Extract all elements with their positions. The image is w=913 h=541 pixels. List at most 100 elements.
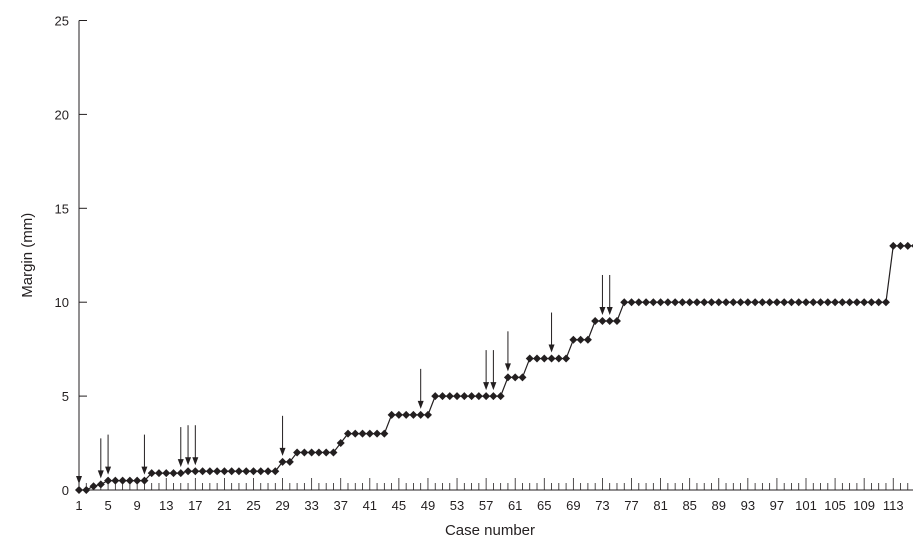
data-point <box>503 373 512 382</box>
data-point <box>874 298 883 307</box>
data-point <box>583 335 592 344</box>
data-point <box>598 316 607 325</box>
data-point <box>867 298 876 307</box>
data-point <box>802 298 810 307</box>
data-point <box>707 298 716 307</box>
annotation-arrow <box>417 368 424 409</box>
x-tick-label: 113 <box>883 498 904 513</box>
arrow-head <box>76 476 82 484</box>
data-point <box>554 354 563 363</box>
x-tick-label: 45 <box>392 498 406 513</box>
data-point <box>140 476 149 485</box>
data-point <box>794 298 803 307</box>
data-point <box>409 410 418 419</box>
x-tick-label: 97 <box>770 498 784 513</box>
data-point <box>547 354 556 363</box>
y-tick-label: 15 <box>55 201 69 216</box>
x-tick-label: 81 <box>653 498 667 513</box>
annotation-arrow <box>279 415 286 456</box>
annotation-arrow <box>483 350 490 391</box>
data-point <box>394 410 403 419</box>
data-point <box>118 476 127 485</box>
data-point <box>387 410 396 419</box>
data-point <box>685 298 694 307</box>
data-point <box>249 467 258 476</box>
data-point <box>198 467 207 476</box>
data-point <box>518 373 527 382</box>
arrow-head <box>279 447 286 456</box>
data-point <box>176 469 185 478</box>
data-point <box>743 298 752 307</box>
data-point <box>467 392 476 401</box>
data-point <box>89 482 98 491</box>
data-point <box>671 298 680 307</box>
data-point <box>402 410 411 419</box>
data-point <box>845 298 854 307</box>
x-tick-label: 101 <box>795 498 817 513</box>
data-point <box>351 429 360 438</box>
data-point <box>860 298 869 307</box>
y-tick-label: 5 <box>62 389 69 404</box>
data-point <box>453 392 462 401</box>
x-tick-label: 29 <box>275 498 289 513</box>
data-point <box>191 467 200 476</box>
data-point <box>489 392 498 401</box>
data-point <box>96 480 105 489</box>
y-tick-label: 25 <box>55 14 69 29</box>
x-tick-label: 49 <box>421 498 435 513</box>
data-point <box>373 429 382 438</box>
data-point <box>722 298 731 307</box>
data-point <box>511 373 520 382</box>
x-tick-label: 109 <box>853 498 875 513</box>
data-point <box>423 410 432 419</box>
data-point <box>816 298 825 307</box>
y-tick-label: 10 <box>55 295 69 310</box>
annotation-arrow <box>177 427 184 468</box>
x-tick-label: 89 <box>712 498 726 513</box>
series-markers <box>75 241 913 494</box>
data-point <box>482 392 491 401</box>
data-point <box>184 467 193 476</box>
data-point <box>831 298 840 307</box>
data-point <box>758 298 767 307</box>
x-tick-label: 9 <box>134 498 141 513</box>
data-point <box>838 298 847 307</box>
x-tick-label: 65 <box>537 498 551 513</box>
arrow-head <box>417 400 424 409</box>
data-point <box>525 354 534 363</box>
x-tick-label: 57 <box>479 498 493 513</box>
arrow-head <box>97 470 104 479</box>
data-point <box>205 467 214 476</box>
arrow-head <box>141 466 148 475</box>
data-point <box>271 467 280 476</box>
data-point <box>314 448 323 457</box>
data-point <box>714 298 723 307</box>
data-point <box>656 298 665 307</box>
x-tick-label: 61 <box>508 498 522 513</box>
data-point <box>133 476 142 485</box>
y-axis-title: Margin (mm) <box>19 213 36 298</box>
data-point <box>111 476 120 485</box>
x-tick-label: 21 <box>217 498 231 513</box>
data-point <box>620 298 629 307</box>
arrow-head <box>185 457 192 466</box>
y-axis-ticks: 0 5 10 15 20 25 <box>55 14 87 498</box>
annotation-arrow <box>599 274 606 315</box>
x-tick-label: 5 <box>104 498 111 513</box>
data-point <box>678 298 687 307</box>
data-point <box>642 298 651 307</box>
annotation-arrow <box>141 434 148 475</box>
data-point <box>612 316 621 325</box>
data-point <box>125 476 134 485</box>
annotation-arrow <box>97 438 104 479</box>
x-tick-label: 73 <box>595 498 609 513</box>
data-point <box>336 439 345 448</box>
data-point <box>663 298 672 307</box>
annotation-arrow <box>490 350 497 391</box>
data-point <box>234 467 243 476</box>
data-point <box>576 335 585 344</box>
data-point <box>903 241 912 250</box>
data-point <box>562 354 571 363</box>
x-tick-label: 53 <box>450 498 464 513</box>
data-point <box>293 448 302 457</box>
